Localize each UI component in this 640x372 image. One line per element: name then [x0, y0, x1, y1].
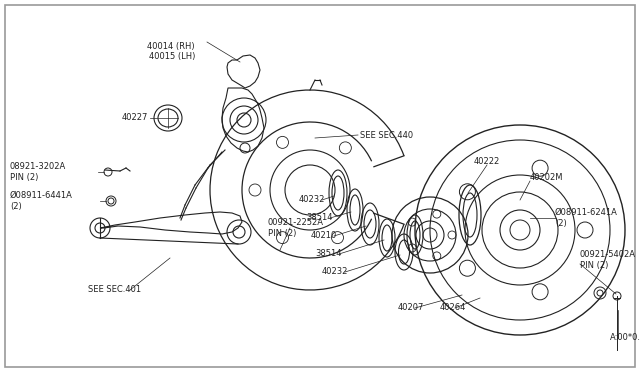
Text: 38514: 38514: [316, 250, 342, 259]
Text: Ø08911-6241A
(2): Ø08911-6241A (2): [555, 208, 618, 228]
Text: 40232: 40232: [322, 267, 348, 276]
Text: 00921-2252A
PIN (2): 00921-2252A PIN (2): [268, 218, 324, 238]
Text: 40222: 40222: [474, 157, 500, 167]
Text: 40210: 40210: [311, 231, 337, 241]
Text: 40207: 40207: [398, 304, 424, 312]
Text: 40227: 40227: [122, 113, 148, 122]
Text: 08921-3202A
PIN (2): 08921-3202A PIN (2): [10, 162, 67, 182]
Text: SEE SEC.440: SEE SEC.440: [360, 131, 413, 140]
Text: 40202M: 40202M: [530, 173, 563, 183]
Text: 40232: 40232: [299, 196, 325, 205]
Text: 40264: 40264: [440, 304, 467, 312]
Text: 40014 (RH)
40015 (LH): 40014 (RH) 40015 (LH): [147, 42, 195, 61]
Text: 38514: 38514: [307, 214, 333, 222]
Text: 00921-5402A
PIN (2): 00921-5402A PIN (2): [580, 250, 636, 270]
Text: Ø08911-6441A
(2): Ø08911-6441A (2): [10, 191, 73, 211]
Text: SEE SEC.401: SEE SEC.401: [88, 285, 141, 295]
Text: A:00*0.78: A:00*0.78: [610, 334, 640, 343]
